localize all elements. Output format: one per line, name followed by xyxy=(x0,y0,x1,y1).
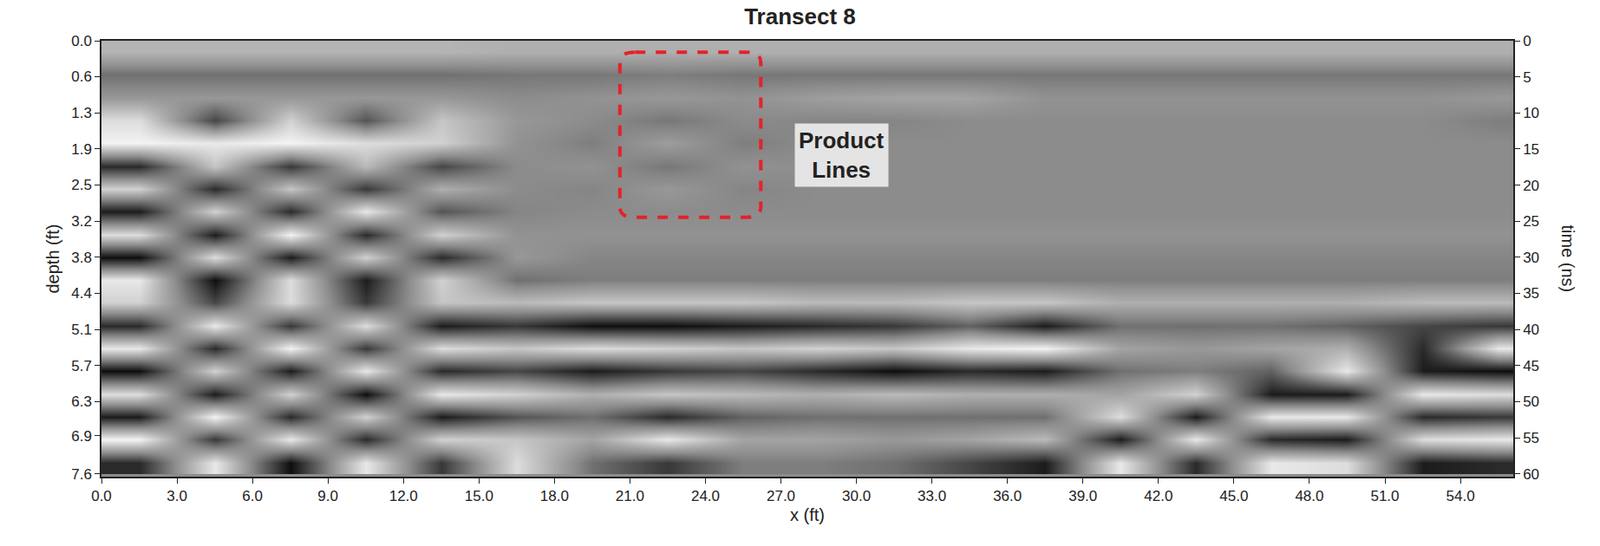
svg-text:ProductLines: ProductLines xyxy=(798,127,885,183)
svg-text:27.0: 27.0 xyxy=(766,488,796,505)
svg-text:15: 15 xyxy=(1522,141,1540,158)
svg-text:depth (ft): depth (ft) xyxy=(43,223,63,294)
svg-text:7.6: 7.6 xyxy=(71,466,92,484)
svg-text:51.0: 51.0 xyxy=(1370,488,1399,505)
svg-text:0: 0 xyxy=(1522,32,1531,50)
svg-text:60: 60 xyxy=(1522,466,1540,484)
svg-text:4.4: 4.4 xyxy=(71,285,92,302)
svg-text:3.2: 3.2 xyxy=(71,213,92,230)
svg-text:45: 45 xyxy=(1522,358,1540,375)
svg-text:5: 5 xyxy=(1522,69,1531,86)
svg-text:30.0: 30.0 xyxy=(842,488,871,505)
svg-text:6.9: 6.9 xyxy=(71,428,92,445)
svg-text:3.0: 3.0 xyxy=(166,488,188,505)
svg-text:5.7: 5.7 xyxy=(71,358,92,375)
svg-text:0.0: 0.0 xyxy=(91,488,112,505)
svg-text:39.0: 39.0 xyxy=(1068,488,1098,505)
svg-text:25: 25 xyxy=(1522,213,1540,230)
svg-text:55: 55 xyxy=(1522,430,1540,447)
svg-text:0.6: 0.6 xyxy=(71,68,92,85)
svg-text:1.3: 1.3 xyxy=(71,104,92,122)
svg-text:35: 35 xyxy=(1522,285,1540,302)
svg-text:48.0: 48.0 xyxy=(1294,488,1324,505)
svg-text:36.0: 36.0 xyxy=(992,488,1022,505)
svg-text:33.0: 33.0 xyxy=(917,488,947,505)
svg-text:3.8: 3.8 xyxy=(71,249,92,267)
svg-text:18.0: 18.0 xyxy=(540,488,569,505)
svg-text:x (ft): x (ft) xyxy=(790,505,825,525)
svg-text:45.0: 45.0 xyxy=(1219,488,1248,505)
svg-text:15.0: 15.0 xyxy=(464,488,494,505)
svg-text:40: 40 xyxy=(1522,321,1540,339)
svg-text:5.1: 5.1 xyxy=(71,321,92,339)
svg-text:9.0: 9.0 xyxy=(317,488,339,505)
svg-text:50: 50 xyxy=(1522,393,1540,411)
svg-text:54.0: 54.0 xyxy=(1446,488,1476,505)
svg-text:1.9: 1.9 xyxy=(71,141,92,158)
svg-text:time (ns): time (ns) xyxy=(1558,225,1578,294)
svg-text:21.0: 21.0 xyxy=(615,488,645,505)
svg-text:6.3: 6.3 xyxy=(71,393,92,411)
svg-text:24.0: 24.0 xyxy=(691,488,720,505)
svg-text:20: 20 xyxy=(1522,177,1540,195)
svg-text:6.0: 6.0 xyxy=(241,488,263,505)
svg-text:12.0: 12.0 xyxy=(389,488,418,505)
svg-text:42.0: 42.0 xyxy=(1143,488,1173,505)
svg-text:30: 30 xyxy=(1522,249,1540,267)
svg-text:2.5: 2.5 xyxy=(71,176,92,194)
svg-text:10: 10 xyxy=(1522,104,1540,122)
svg-text:0.0: 0.0 xyxy=(71,32,92,50)
svg-text:Transect 8: Transect 8 xyxy=(744,3,856,30)
